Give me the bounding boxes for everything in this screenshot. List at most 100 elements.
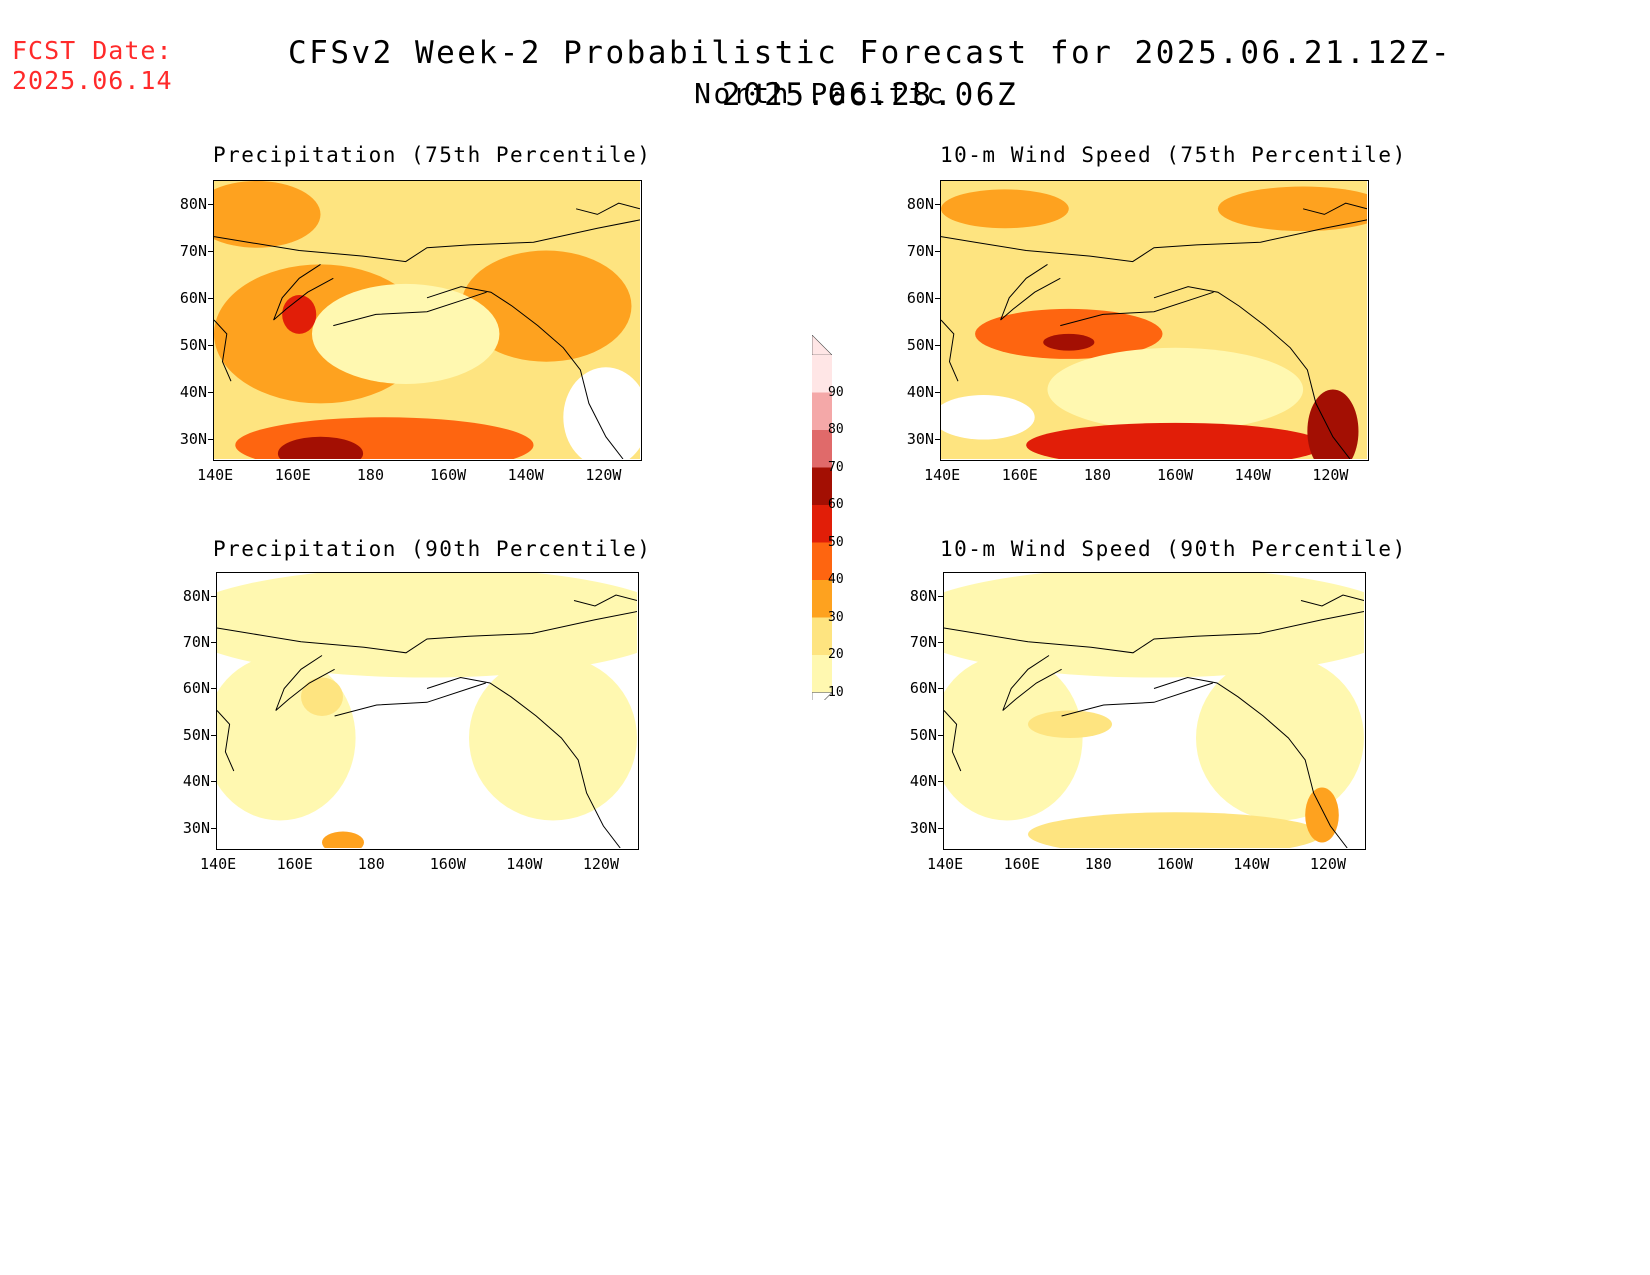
- lat-tick: [938, 642, 944, 644]
- lat-label: 70N: [906, 241, 934, 260]
- map-precip-75th: [213, 180, 642, 461]
- coastline-3: [1153, 676, 1348, 848]
- lat-tick: [935, 391, 941, 393]
- field-blob: [277, 436, 364, 459]
- map-field-precip90: [217, 573, 637, 848]
- lat-tick: [208, 438, 214, 440]
- lon-label: 140E: [197, 466, 234, 484]
- lat-label: 60N: [182, 679, 210, 698]
- lat-tick: [935, 250, 941, 252]
- lat-tick: [211, 688, 217, 690]
- lon-label: 140W: [1234, 466, 1271, 484]
- map-wind-75th: [940, 180, 1369, 461]
- coastline-1: [1000, 263, 1061, 321]
- lat-tick: [208, 344, 214, 346]
- panel-title-wind75: 10-m Wind Speed (75th Percentile): [940, 143, 1407, 167]
- colorbar-level-label: 50: [828, 534, 844, 550]
- field-blob: [1305, 787, 1339, 843]
- panel-title-wind90: 10-m Wind Speed (90th Percentile): [940, 537, 1407, 561]
- lat-tick: [938, 781, 944, 783]
- lat-tick: [935, 297, 941, 299]
- lon-label: 140W: [506, 855, 543, 873]
- coastline-4: [944, 710, 962, 772]
- colorbar-segment: [812, 617, 832, 655]
- lat-label: 70N: [182, 633, 210, 652]
- map-field-wind75: [941, 181, 1367, 459]
- field-blob: [311, 283, 500, 384]
- colorbar-segment: [812, 542, 832, 580]
- coastline-2: [333, 291, 487, 327]
- colorbar-segment: [812, 355, 832, 393]
- coastline-3: [426, 676, 621, 848]
- field-blob: [469, 655, 637, 821]
- page-title: CFSv2 Week-2 Probabilistic Forecast for …: [288, 35, 1452, 113]
- lat-label: 40N: [182, 772, 210, 791]
- lon-label: 180: [356, 466, 384, 484]
- field-blob: [1043, 333, 1095, 351]
- lat-tick: [211, 781, 217, 783]
- lat-label: 30N: [182, 818, 210, 837]
- field-blob: [941, 395, 1035, 440]
- lon-label: 180: [1083, 466, 1111, 484]
- lat-label: 50N: [182, 725, 210, 744]
- field-blob: [941, 189, 1069, 229]
- lat-label: 50N: [179, 335, 207, 354]
- lon-label: 120W: [1309, 855, 1346, 873]
- lat-label: 70N: [909, 633, 937, 652]
- colorbar-segment: [812, 505, 832, 543]
- lon-label: 120W: [1312, 466, 1349, 484]
- forecast-date-block: FCST Date: 2025.06.14: [12, 36, 173, 96]
- lat-tick: [211, 642, 217, 644]
- map-field-wind90: [944, 573, 1364, 848]
- lon-label: 140E: [924, 466, 961, 484]
- colorbar-level-label: 70: [828, 459, 844, 475]
- field-blob: [563, 367, 640, 459]
- lon-label: 180: [357, 855, 385, 873]
- field-blob: [217, 573, 637, 678]
- lat-tick: [208, 297, 214, 299]
- lat-tick: [938, 688, 944, 690]
- lon-label: 120W: [582, 855, 619, 873]
- colorbar-level-label: 20: [828, 647, 844, 662]
- lon-label: 140W: [507, 466, 544, 484]
- field-blob: [282, 294, 317, 334]
- colorbar-segment: [812, 392, 832, 430]
- field-blob: [1217, 186, 1367, 232]
- colorbar-level-label: 60: [828, 497, 844, 512]
- lon-label: 160W: [1156, 855, 1193, 873]
- coastline-3: [426, 286, 624, 459]
- field-blob: [214, 181, 321, 248]
- lon-label: 140E: [200, 855, 237, 873]
- lat-tick: [211, 734, 217, 736]
- field-blob: [975, 308, 1163, 359]
- lon-label: 160W: [430, 466, 467, 484]
- lat-tick: [938, 827, 944, 829]
- coastline-2: [1061, 682, 1213, 717]
- lat-label: 40N: [909, 772, 937, 791]
- lon-label: 140E: [927, 855, 964, 873]
- lat-tick: [938, 595, 944, 597]
- lat-tick: [935, 203, 941, 205]
- coastline-1: [273, 263, 334, 321]
- coastline-1: [1002, 655, 1062, 711]
- lat-tick: [938, 734, 944, 736]
- field-blob: [1026, 422, 1325, 459]
- map-precip-90th: [216, 572, 639, 850]
- coastline-2: [334, 682, 486, 717]
- colorbar-bottom-arrow: [812, 692, 832, 700]
- lat-label: 80N: [909, 586, 937, 605]
- coastline-0: [941, 219, 1367, 263]
- coastline-1: [275, 655, 335, 711]
- lon-label: 140W: [1233, 855, 1270, 873]
- coastline-3: [1153, 286, 1351, 459]
- colorbar-level-label: 80: [828, 422, 844, 437]
- lat-label: 30N: [906, 429, 934, 448]
- lat-label: 60N: [909, 679, 937, 698]
- field-blob: [944, 655, 1083, 821]
- coastline-4: [941, 319, 959, 382]
- coastline-0: [217, 611, 637, 654]
- coastline-5: [1302, 202, 1367, 215]
- lat-tick: [935, 344, 941, 346]
- lon-label: 160E: [1001, 466, 1038, 484]
- colorbar-segment: [812, 467, 832, 505]
